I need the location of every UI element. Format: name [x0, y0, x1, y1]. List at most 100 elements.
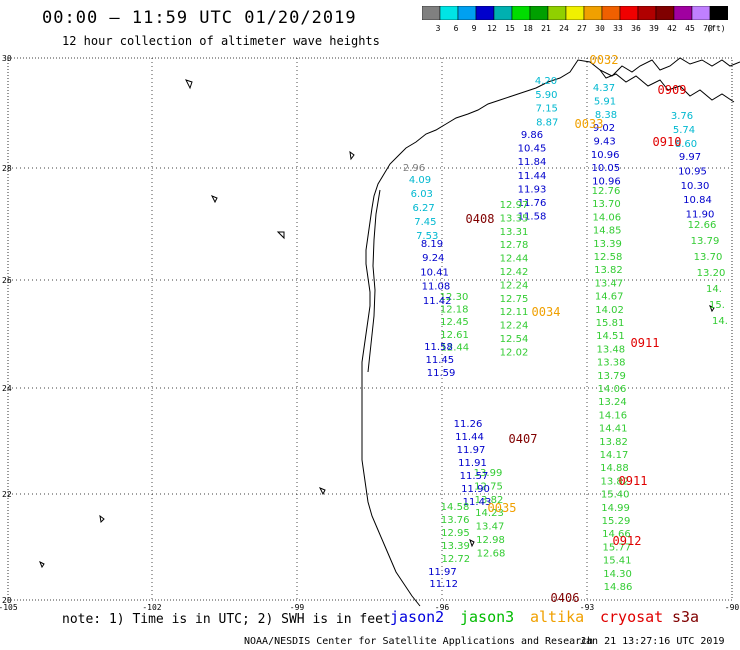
- wave-height-value: 12.44: [440, 342, 469, 353]
- colorbar-swatch: [709, 6, 728, 20]
- wave-height-value: 10.96: [592, 177, 621, 188]
- wave-height-value: 15.: [709, 300, 725, 311]
- wave-height-value: 11.59: [427, 368, 456, 379]
- wave-height-value: 13.47: [594, 278, 623, 289]
- wave-height-value: 14.85: [593, 226, 622, 237]
- wave-height-value: 11.84: [518, 157, 547, 168]
- wave-height-value: 14.86: [604, 582, 633, 593]
- wave-height-value: 13.35: [500, 213, 529, 224]
- pass-time-label: 0032: [590, 53, 619, 67]
- wave-height-value: 14.30: [603, 569, 632, 580]
- wave-height-value: 14.02: [595, 305, 624, 316]
- wave-height-values: 4.375.918.389.029.4310.9610.0510.9612.76…: [403, 76, 728, 593]
- wave-height-value: 12.72: [441, 554, 470, 565]
- wave-height-value: 12.44: [500, 254, 529, 265]
- wave-height-value: 11.42: [423, 296, 452, 307]
- wave-height-value: 10.45: [518, 144, 547, 155]
- pass-time-label: 0911: [619, 474, 648, 488]
- wave-height-value: 11.58: [518, 212, 547, 223]
- wave-height-value: 13.79: [597, 371, 626, 382]
- wave-height-value: 13.82: [599, 437, 628, 448]
- pass-time-label: 0909: [658, 83, 687, 97]
- colorbar-label: (ft): [706, 24, 725, 33]
- x-tick-label: -105: [0, 603, 18, 610]
- wave-height-value: 13.76: [441, 515, 470, 526]
- wave-height-value: 13.70: [592, 199, 621, 210]
- coastline: [39, 57, 740, 607]
- wave-height-value: 14.17: [600, 450, 629, 461]
- wave-height-value: 9.97: [679, 152, 701, 163]
- wave-height-value: 14.66: [602, 529, 631, 540]
- pass-time-label: 0407: [509, 432, 538, 446]
- wave-height-value: 8.19: [421, 239, 443, 250]
- wave-height-value: 13.99: [474, 468, 503, 479]
- wave-height-value: 14.: [712, 316, 728, 327]
- wave-height-value: 12.95: [441, 528, 470, 539]
- wave-height-value: 11.44: [455, 432, 484, 443]
- pass-time-label: 0912: [613, 534, 642, 548]
- wave-height-value: 12.42: [500, 267, 529, 278]
- wave-height-value: 9.86: [521, 130, 543, 141]
- wave-height-value: 12.02: [500, 347, 529, 358]
- wave-height-value: 2.96: [403, 163, 425, 174]
- satellite-legend-s3a: s3a: [672, 608, 700, 626]
- lat-lon-grid: [8, 58, 732, 600]
- colorbar-label: 30: [595, 24, 605, 33]
- wave-height-value: 13.82: [600, 476, 629, 487]
- wave-height-value: 4.37: [593, 83, 615, 94]
- wave-height-value: 11.76: [518, 198, 547, 209]
- satellite-legend-altika: altika: [530, 608, 585, 626]
- wave-height-value: 9.02: [593, 123, 615, 134]
- colorbar-label: 21: [541, 24, 551, 33]
- wave-height-value: 11.43: [463, 497, 492, 508]
- wave-height-value: 13.39: [593, 239, 622, 250]
- satellite-legend-jason2: jason2: [390, 608, 445, 626]
- wave-height-value: 11.44: [518, 171, 547, 182]
- footer-note: note: 1) Time is in UTC; 2) SWH is in fe…: [62, 612, 391, 627]
- wave-height-value: 5.91: [594, 97, 616, 108]
- colorbar-label: 3: [436, 24, 441, 33]
- wave-height-value: 10.05: [591, 163, 620, 174]
- satellite-legend-cryosat: cryosat: [600, 608, 664, 626]
- wave-height-map: -105 -102 -99 -96 -93 -90 30 28 26 24 22 20 4.37 5.9…: [0, 53, 740, 610]
- x-tick-label: -99: [290, 603, 305, 610]
- wave-height-value: 13.70: [694, 252, 723, 263]
- wave-height-value: 12.97: [500, 200, 529, 211]
- credit-line: NOAA/NESDIS Center for Satellite Applica…: [244, 636, 594, 647]
- wave-height-value: 14.88: [600, 463, 629, 474]
- wave-height-value: 9.43: [593, 136, 615, 147]
- wave-height-value: 11.97: [457, 445, 486, 456]
- wave-height-value: 4.20: [535, 76, 557, 87]
- wave-height-value: 13.82: [594, 265, 623, 276]
- y-tick-label: 26: [2, 276, 12, 285]
- wave-height-value: 15.77: [602, 542, 631, 553]
- x-tick-label: -93: [580, 603, 595, 610]
- wave-height-value: 5.74: [673, 125, 695, 136]
- wave-height-value: 8.60: [675, 139, 697, 150]
- wave-height-value: 10.84: [683, 195, 712, 206]
- colorbar-label: 36: [631, 24, 641, 33]
- color-scale-bar: [422, 6, 728, 20]
- wave-height-value: 13.20: [697, 268, 726, 279]
- wave-height-value: 14.58: [441, 502, 470, 513]
- x-tick-label: -102: [142, 603, 161, 610]
- colorbar-label: 39: [649, 24, 659, 33]
- y-tick-label: 20: [2, 596, 12, 605]
- barrier-island: [367, 189, 381, 373]
- wave-height-value: 13.82: [475, 495, 504, 506]
- wave-height-value: 6.03: [411, 189, 433, 200]
- generation-timestamp: Jan 21 13:27:16 UTC 2019: [580, 636, 725, 647]
- wave-height-value: 5.90: [535, 90, 557, 101]
- wave-height-value: 14.67: [595, 292, 624, 303]
- wave-height-value: 11.91: [458, 458, 487, 469]
- colorbar-label: 15: [505, 24, 515, 33]
- wave-height-value: 8.38: [595, 110, 617, 121]
- colorbar-label: 70: [703, 24, 713, 33]
- wave-height-value: 3.76: [671, 111, 693, 122]
- colorbar-label: 24: [559, 24, 569, 33]
- pass-time-label: 0035: [488, 501, 517, 515]
- map-subtitle: 12 hour collection of altimeter wave hei…: [62, 34, 380, 48]
- wave-height-value: 14.: [706, 284, 722, 295]
- wave-height-value: 11.45: [425, 355, 454, 366]
- wave-height-value: 11.26: [454, 419, 483, 430]
